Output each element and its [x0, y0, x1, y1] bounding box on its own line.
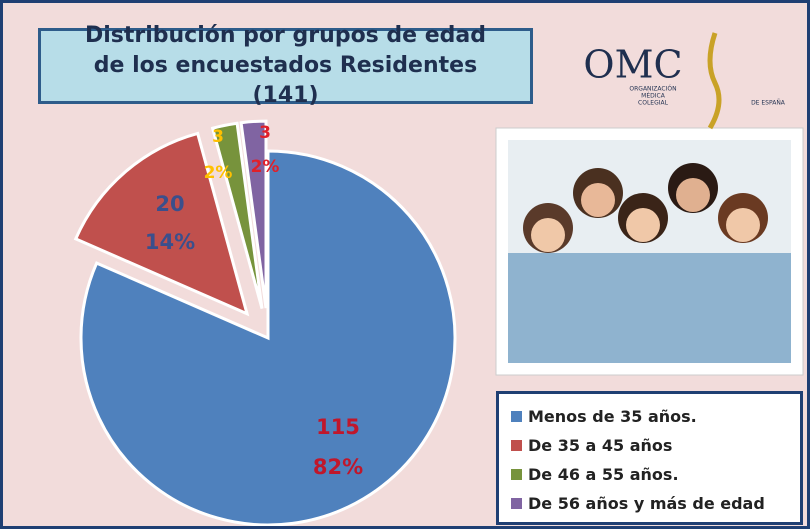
legend: Menos de 35 años. De 35 a 45 años De 46 a …: [496, 391, 803, 525]
percent-label: 82%: [313, 455, 363, 479]
legend-item: De 35 a 45 años: [511, 431, 788, 460]
chart-title: Distribución por grupos de edad de los e…: [38, 28, 533, 104]
logo-text: DE ESPAÑA: [751, 100, 786, 107]
legend-label: De 46 a 55 años.: [528, 465, 679, 484]
logo-text: MÉDICA: [641, 92, 666, 100]
legend-swatch: [511, 469, 522, 480]
logo-text: ORGANIZACIÓN: [629, 86, 676, 93]
percent-label: 14%: [145, 230, 195, 254]
legend-item: De 46 a 55 años.: [511, 460, 788, 489]
legend-swatch: [511, 498, 522, 509]
legend-item: De 56 años y más de edad: [511, 489, 788, 518]
legend-swatch: [511, 440, 522, 451]
value-label: 3: [259, 123, 271, 143]
slide: OMC ORGANIZACIÓN MÉDICA COLEGIAL DE ESPA…: [0, 0, 810, 529]
legend-swatch: [511, 411, 522, 422]
value-label: 20: [155, 192, 184, 216]
logo-text: COLEGIAL: [638, 100, 669, 107]
legend-label: De 35 a 45 años: [528, 436, 672, 455]
legend-label: De 56 años y más de edad: [528, 494, 765, 513]
photo: [496, 128, 803, 375]
value-label: 3: [212, 127, 224, 147]
logo-name: OMC: [583, 43, 682, 87]
percent-label: 2%: [204, 163, 233, 183]
legend-label: Menos de 35 años.: [528, 407, 697, 426]
value-label: 115: [316, 415, 360, 439]
legend-item: Menos de 35 años.: [511, 402, 788, 431]
logo: OMC ORGANIZACIÓN MÉDICA COLEGIAL DE ESPA…: [583, 33, 785, 128]
percent-label: 2%: [251, 157, 280, 177]
